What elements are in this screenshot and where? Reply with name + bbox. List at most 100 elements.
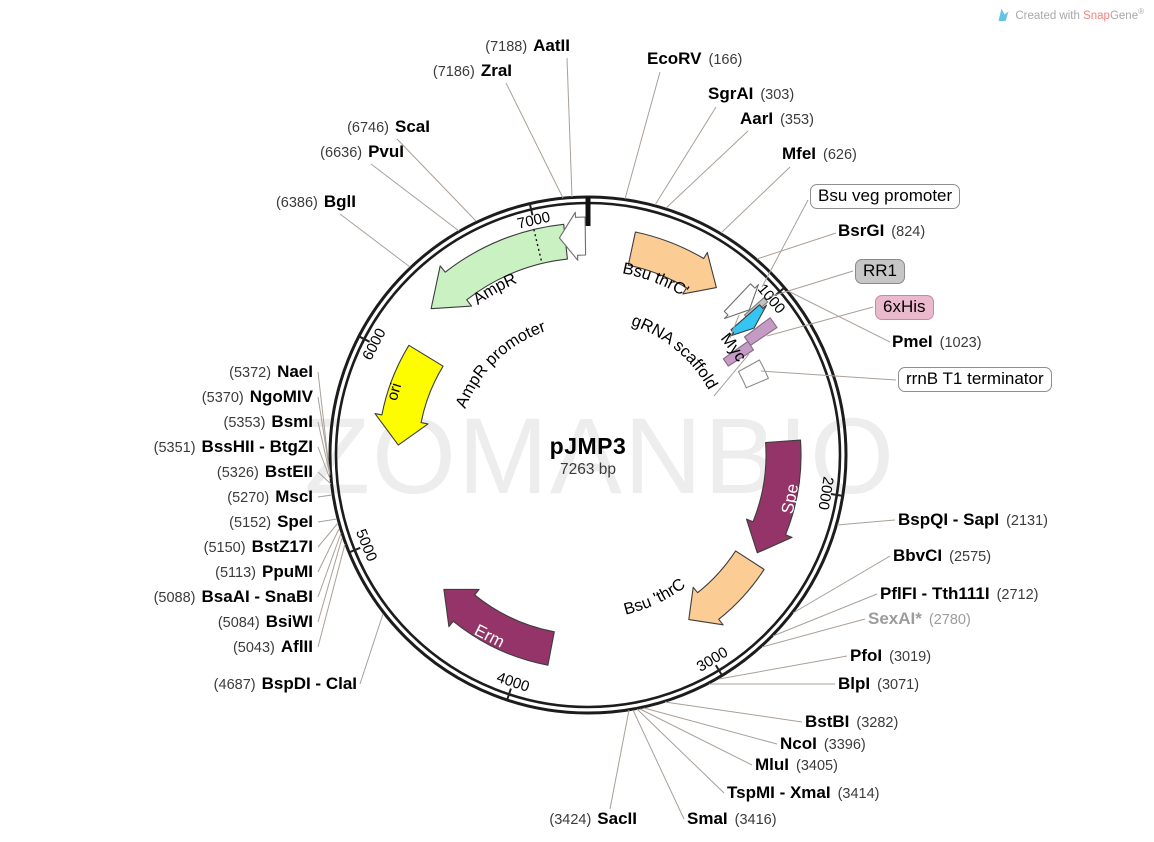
leader-line — [720, 166, 791, 234]
enzyme-name: BssHII - BtgZI — [201, 437, 313, 456]
enzyme-label-bsshii[interactable]: (5351) BssHII - BtgZI — [154, 437, 313, 458]
feature-arrow-ampr[interactable] — [430, 223, 568, 310]
enzyme-label-mlui[interactable]: MluI (3405) — [755, 755, 838, 776]
enzyme-position: (166) — [708, 52, 743, 68]
feature-label-ori[interactable]: ori — [384, 381, 405, 402]
enzyme-position: (5370) — [201, 390, 244, 406]
enzyme-label-mfei[interactable]: MfeI (626) — [782, 144, 857, 165]
enzyme-label-pfoi[interactable]: PfoI (3019) — [850, 646, 931, 667]
enzyme-position: (3416) — [734, 812, 777, 828]
leader-line — [729, 314, 740, 339]
enzyme-name: BstBI — [805, 712, 850, 731]
enzyme-label-aflii[interactable]: (5043) AflII — [233, 637, 313, 658]
feature-arrow-myc[interactable] — [729, 304, 768, 337]
enzyme-position: (5088) — [153, 590, 196, 606]
enzyme-label-bstz17i[interactable]: (5150) BstZ17I — [204, 537, 313, 558]
tick-4000 — [506, 688, 512, 701]
enzyme-label-spei[interactable]: (5152) SpeI — [229, 512, 313, 533]
enzyme-position: (2575) — [949, 549, 992, 565]
enzyme-label-tspmi[interactable]: TspMI - XmaI (3414) — [727, 783, 880, 804]
enzyme-label-smai[interactable]: SmaI (3416) — [687, 809, 777, 830]
enzyme-name: AflII — [280, 637, 313, 656]
enzyme-label-bstbi[interactable]: BstBI (3282) — [805, 712, 898, 733]
enzyme-label-bsmi[interactable]: (5353) BsmI — [224, 412, 314, 433]
feature-box-label-veg[interactable]: Bsu veg promoter — [810, 184, 961, 209]
leader-line — [836, 519, 896, 526]
enzyme-position: (3019) — [889, 649, 932, 665]
enzyme-label-scai[interactable]: (6746) ScaI — [347, 117, 430, 138]
enzyme-label-bbvci[interactable]: BbvCI (2575) — [893, 546, 991, 567]
enzyme-label-pflfi[interactable]: PflFI - Tth111I (2712) — [880, 584, 1039, 605]
leader-line — [768, 270, 854, 298]
leader-line — [654, 106, 717, 206]
enzyme-label-pvui[interactable]: (6636) PvuI — [320, 142, 404, 163]
enzyme-position: (5351) — [153, 440, 196, 456]
feature-arrow-bsu_thrc_down[interactable] — [688, 550, 765, 626]
leader-line — [609, 709, 630, 810]
enzyme-label-blpi[interactable]: BlpI (3071) — [838, 674, 919, 695]
leader-line — [370, 163, 460, 232]
feature-arrow-veg[interactable] — [723, 283, 759, 320]
feature-box-label-his[interactable]: 6xHis — [875, 295, 934, 320]
enzyme-name: SexAI* — [868, 609, 922, 628]
enzyme-name: BsrGI — [838, 221, 885, 240]
feature-arrow-his[interactable] — [722, 340, 755, 367]
leader-line — [317, 518, 338, 523]
snapgene-credit[interactable]: Created with SnapGene® — [997, 7, 1144, 22]
leader-line — [643, 707, 778, 745]
feature-arrow-spe[interactable] — [745, 439, 802, 554]
enzyme-position: (2712) — [996, 587, 1039, 603]
feature-arrow-rrnb[interactable] — [737, 359, 769, 389]
leader-line — [792, 555, 891, 614]
feature-arrow-bsu_thrc_up[interactable] — [627, 231, 717, 295]
plasmid-title-block: pJMP3 7263 bp — [550, 433, 627, 479]
feature-arrow-ampr_promoter[interactable] — [558, 211, 587, 261]
enzyme-label-aatii[interactable]: (7188) AatII — [485, 36, 570, 57]
enzyme-position: (4687) — [213, 677, 256, 693]
enzyme-name: ScaI — [395, 117, 430, 136]
enzyme-label-bsteii[interactable]: (5326) BstEII — [217, 462, 313, 483]
feature-box-label-rr1[interactable]: RR1 — [855, 259, 906, 284]
enzyme-label-bsiwi[interactable]: (5084) BsiWI — [218, 612, 313, 633]
enzyme-label-naei[interactable]: (5372) NaeI — [229, 362, 313, 383]
feature-arrow-erm[interactable] — [443, 588, 555, 666]
enzyme-label-bsrgi[interactable]: BsrGI (824) — [838, 221, 925, 242]
leader-line — [317, 522, 339, 548]
enzyme-label-ppumi[interactable]: (5113) PpuMI — [215, 562, 313, 583]
enzyme-name: MluI — [755, 755, 789, 774]
enzyme-label-pmei[interactable]: PmeI (1023) — [892, 332, 982, 353]
plasmid-name: pJMP3 — [549, 433, 627, 459]
enzyme-label-bspqi[interactable]: BspQI - SapI (2131) — [898, 510, 1048, 531]
leader-line — [317, 532, 342, 598]
enzyme-position: (5043) — [232, 640, 275, 656]
enzyme-label-aari[interactable]: AarI (353) — [740, 109, 814, 130]
leader-line — [505, 82, 564, 199]
enzyme-label-ncoi[interactable]: NcoI (3396) — [780, 734, 866, 755]
enzyme-label-ngomiv[interactable]: (5370) NgoMIV — [202, 387, 313, 408]
enzyme-label-ecorv[interactable]: EcoRV (166) — [647, 49, 742, 70]
enzyme-position: (3414) — [837, 786, 880, 802]
enzyme-label-zrai[interactable]: (7186) ZraI — [433, 61, 512, 82]
enzyme-label-sexai[interactable]: SexAI* (2780) — [868, 609, 971, 630]
enzyme-name: AatII — [533, 36, 570, 55]
enzyme-label-bgli[interactable]: (6386) BglI — [276, 192, 356, 213]
leader-line — [317, 471, 332, 485]
tick-label-2000: 2000 — [814, 475, 836, 511]
enzyme-label-sacii[interactable]: (3424) SacII — [549, 809, 637, 830]
enzyme-position: (5113) — [215, 565, 256, 581]
enzyme-position: (626) — [823, 147, 857, 163]
enzyme-label-bspdi[interactable]: (4687) BspDI - ClaI — [214, 674, 357, 695]
enzyme-name: MscI — [275, 487, 313, 506]
leader-line — [713, 353, 750, 397]
enzyme-position: (6386) — [275, 195, 318, 211]
enzyme-name: NaeI — [277, 362, 313, 381]
enzyme-position: (6746) — [347, 120, 390, 136]
leader-line — [761, 199, 809, 288]
feature-box-label-rrnb[interactable]: rrnB T1 terminator — [898, 367, 1052, 392]
enzyme-name: SmaI — [687, 809, 728, 828]
enzyme-label-msci[interactable]: (5270) MscI — [227, 487, 313, 508]
enzyme-label-bsaai[interactable]: (5088) BsaAI - SnaBI — [154, 587, 313, 608]
enzyme-label-sgrai[interactable]: SgrAI (303) — [708, 84, 794, 105]
feature-arrow-ori[interactable] — [374, 344, 444, 446]
